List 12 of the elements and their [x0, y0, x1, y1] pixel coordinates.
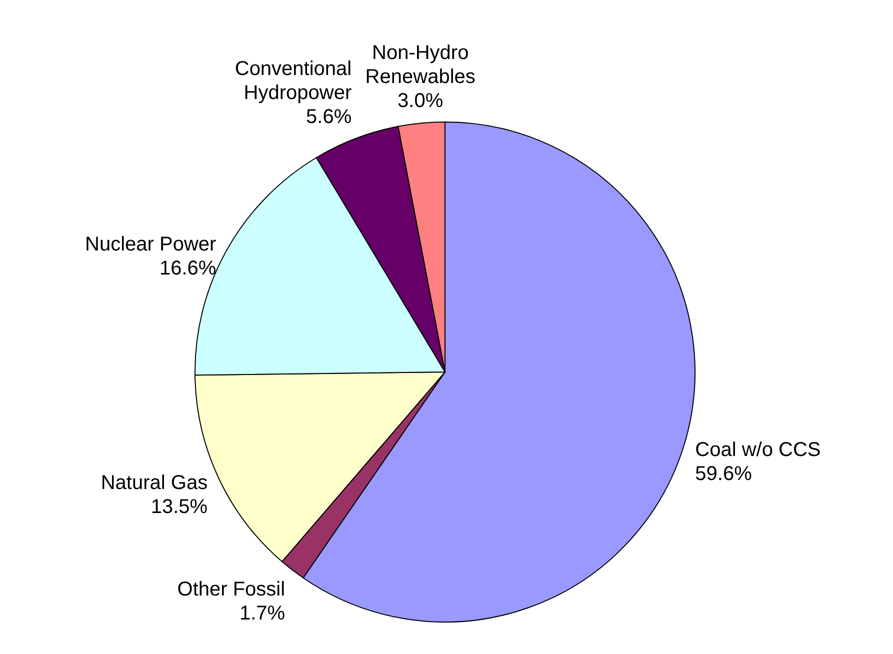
slice-label: Conventional Hydropower: [234, 58, 352, 104]
data-label: 59.6%: [695, 462, 752, 485]
slice-label: Natural Gas: [100, 472, 208, 494]
data-label: 13.5%: [150, 496, 208, 518]
slice-label: Other Fossil: [177, 578, 286, 601]
slice-label: Nuclear Power: [85, 233, 217, 256]
slice-label: Non-Hydro Renewables: [365, 42, 476, 88]
data-label: 3.0%: [398, 90, 444, 112]
slice-label: Coal w/o CCS: [695, 438, 821, 461]
data-label: 16.6%: [159, 257, 216, 280]
data-label: 5.6%: [306, 106, 352, 128]
data-label: 1.7%: [239, 602, 286, 625]
